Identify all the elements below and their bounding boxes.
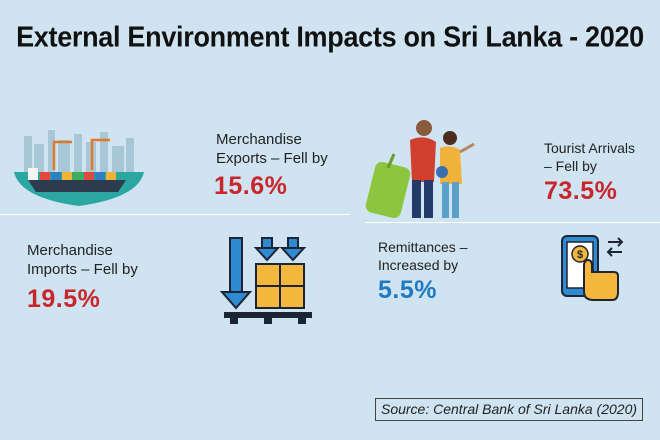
- source-note: Source: Central Bank of Sri Lanka (2020): [375, 398, 643, 421]
- mobile-payment-icon: $: [561, 235, 624, 301]
- imports-label-line1: Merchandise: [27, 242, 113, 259]
- travelers-icon: [365, 120, 475, 219]
- tourism-label-line2: – Fell by: [544, 158, 597, 174]
- divider-right: [365, 222, 660, 223]
- tourism-value: 73.5%: [544, 177, 618, 205]
- svg-text:$: $: [577, 249, 583, 261]
- imports-label-line2: Imports – Fell by: [27, 261, 138, 278]
- tourism-label: Tourist Arrivals – Fell by: [544, 139, 635, 175]
- remittances-label-line2: Increased by: [378, 257, 459, 273]
- remittances-label-line1: Remittances –: [378, 239, 468, 255]
- page-title: External Environment Impacts on Sri Lank…: [16, 21, 644, 53]
- exports-label-line2: Exports – Fell by: [216, 150, 328, 167]
- imports-label: Merchandise Imports – Fell by: [27, 241, 138, 279]
- exports-label: Merchandise Exports – Fell by: [216, 130, 328, 168]
- remittances-value: 5.5%: [378, 276, 437, 304]
- tourism-label-line1: Tourist Arrivals: [544, 140, 636, 156]
- imports-value: 19.5%: [27, 285, 101, 313]
- cargo-ship-icon: [14, 130, 144, 206]
- remittances-label: Remittances – Increased by: [378, 238, 467, 274]
- divider-left: [0, 214, 350, 215]
- exports-value: 15.6%: [214, 172, 288, 200]
- exports-label-line1: Merchandise: [216, 131, 302, 148]
- boxes-down-icon: [219, 237, 312, 324]
